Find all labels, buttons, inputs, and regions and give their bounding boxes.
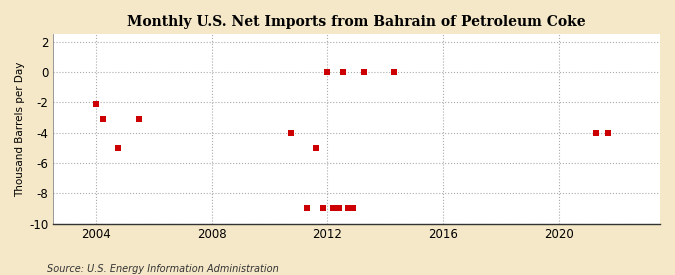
Title: Monthly U.S. Net Imports from Bahrain of Petroleum Coke: Monthly U.S. Net Imports from Bahrain of…	[127, 15, 586, 29]
Point	[318, 206, 329, 211]
Point	[333, 206, 344, 211]
Point	[342, 206, 353, 211]
Point	[322, 70, 333, 74]
Point	[286, 131, 296, 135]
Point	[302, 206, 313, 211]
Point	[603, 131, 614, 135]
Y-axis label: Thousand Barrels per Day: Thousand Barrels per Day	[15, 61, 25, 197]
Point	[310, 146, 321, 150]
Point	[98, 117, 109, 121]
Point	[389, 70, 400, 74]
Point	[134, 117, 144, 121]
Point	[112, 146, 123, 150]
Point	[358, 70, 369, 74]
Point	[328, 206, 339, 211]
Point	[338, 70, 349, 74]
Text: Source: U.S. Energy Information Administration: Source: U.S. Energy Information Administ…	[47, 264, 279, 274]
Point	[591, 131, 602, 135]
Point	[348, 206, 359, 211]
Point	[90, 102, 101, 106]
